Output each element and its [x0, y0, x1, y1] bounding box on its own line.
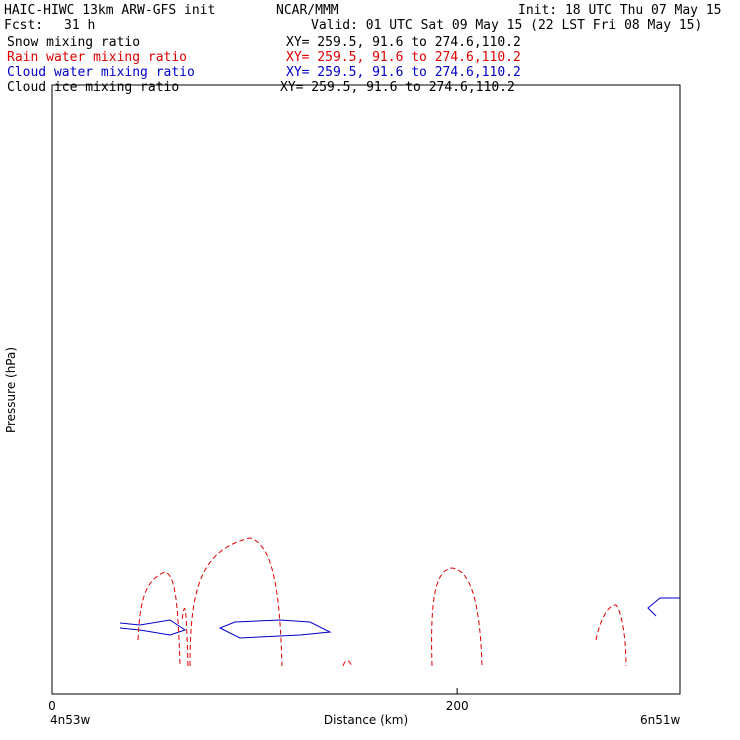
field-cloudwater-name: Cloud water mixing ratio	[7, 65, 195, 80]
field-rain-xy: XY= 259.5, 91.6 to 274.6,110.2	[286, 50, 521, 65]
rain-water-contour	[181, 608, 189, 667]
rain-water-contour	[137, 571, 181, 667]
cloud-water-contour	[647, 597, 680, 617]
left-endpoint: 4n53w	[50, 713, 91, 727]
right-endpoint: 6n51w	[640, 713, 681, 727]
x-tick-label: 0	[48, 699, 56, 713]
rain-water-contour	[342, 660, 353, 667]
axes: 10020030040050060070080090010000200	[48, 688, 469, 713]
microphysics-contours: H.057613H.106038.001H.01378H.00516H.0021…	[119, 537, 680, 667]
field-snow-name: Snow mixing ratio	[7, 35, 141, 50]
init-time: Init: 18 UTC Thu 07 May 15	[518, 3, 722, 18]
rain-water-contour	[431, 567, 483, 667]
rain-water-contour	[595, 604, 627, 667]
valid-time: Valid: 01 UTC Sat 09 May 15 (22 LST Fri …	[311, 18, 703, 33]
field-rain-name: Rain water mixing ratio	[7, 50, 188, 65]
field-cloudice-name: Cloud ice mixing ratio	[7, 80, 180, 95]
x-axis-label: Distance (km)	[324, 713, 408, 727]
cloud-water-contour	[119, 619, 187, 636]
cloud-water-contour	[218, 619, 332, 639]
field-cloudwater-xy: XY= 259.5, 91.6 to 274.6,110.2	[286, 65, 521, 80]
org-label: NCAR/MMM	[276, 3, 339, 18]
x-tick-label: 200	[446, 699, 469, 713]
field-snow-xy: XY= 259.5, 91.6 to 274.6,110.2	[286, 35, 521, 50]
forecast-label: Fcst:	[4, 18, 44, 33]
rain-water-contour	[189, 537, 283, 667]
plot-frame	[51, 84, 681, 695]
y-axis-label: Pressure (hPa)	[4, 347, 18, 433]
chart-title: HAIC-HIWC 13km ARW-GFS init	[4, 3, 216, 18]
field-cloudice-xy: XY= 259.5, 91.6 to 274.6,110.2	[280, 80, 515, 95]
forecast-hour: 31 h	[64, 18, 96, 33]
